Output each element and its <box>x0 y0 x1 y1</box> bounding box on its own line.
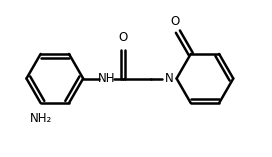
Text: NH₂: NH₂ <box>30 112 52 125</box>
Text: NH: NH <box>98 72 115 85</box>
Text: O: O <box>119 31 128 44</box>
Text: O: O <box>170 15 179 28</box>
Text: N: N <box>165 72 174 85</box>
